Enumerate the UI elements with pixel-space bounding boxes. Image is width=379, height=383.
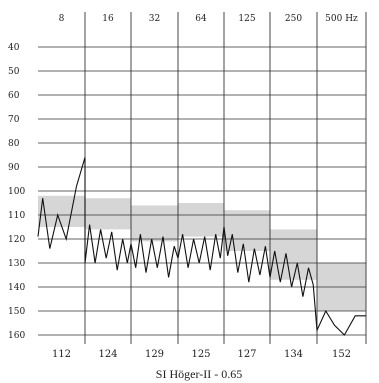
shaded-bands [38,195,366,311]
frequency-label: 125 [238,14,255,24]
y-tick-label: 120 [8,235,25,245]
band-value-label: 129 [145,349,164,360]
frequency-label: 32 [149,14,160,24]
y-tick-label: 80 [8,139,20,149]
band-value-label: 112 [52,349,71,360]
band-value-labels: 112 124 129 125 127 134 152 [52,349,351,360]
y-tick-label: 60 [8,91,20,101]
y-tick-label: 90 [8,163,20,173]
frequency-label: 8 [59,14,65,24]
y-tick-label: 110 [8,211,25,221]
frequency-label: 16 [102,14,114,24]
chart-caption: SI Höger-II - 0.65 [156,367,242,381]
band-value-label: 134 [284,349,303,360]
series-line-0 [37,157,366,336]
y-tick-label: 100 [8,187,25,197]
band-value-label: 125 [191,349,210,360]
y-tick-label: 160 [8,331,25,341]
frequency-labels: 8 16 32 64 125 250 500 Hz [59,14,358,24]
y-tick-label: 130 [8,259,25,269]
y-tick-label: 150 [8,307,25,317]
y-tick-label: 140 [8,283,25,293]
frequency-label: 500 Hz [325,14,358,24]
band-value-label: 124 [98,349,117,360]
y-tick-label: 40 [8,43,20,53]
frequency-label: 64 [195,14,207,24]
band-shade-32 [131,205,178,242]
band-value-label: 127 [237,349,256,360]
y-tick-label: 50 [8,67,20,77]
y-axis-labels: 40 50 60 70 80 90 100 110 120 130 140 150 160 [8,43,25,341]
band-shade-16 [85,198,131,230]
band-shade-125 [224,210,270,251]
band-value-label: 152 [332,349,351,360]
grid [38,12,367,344]
y-tick-label: 70 [8,115,20,125]
band-shade-64 [178,203,224,237]
frequency-label: 250 [285,14,302,24]
series [37,157,366,336]
